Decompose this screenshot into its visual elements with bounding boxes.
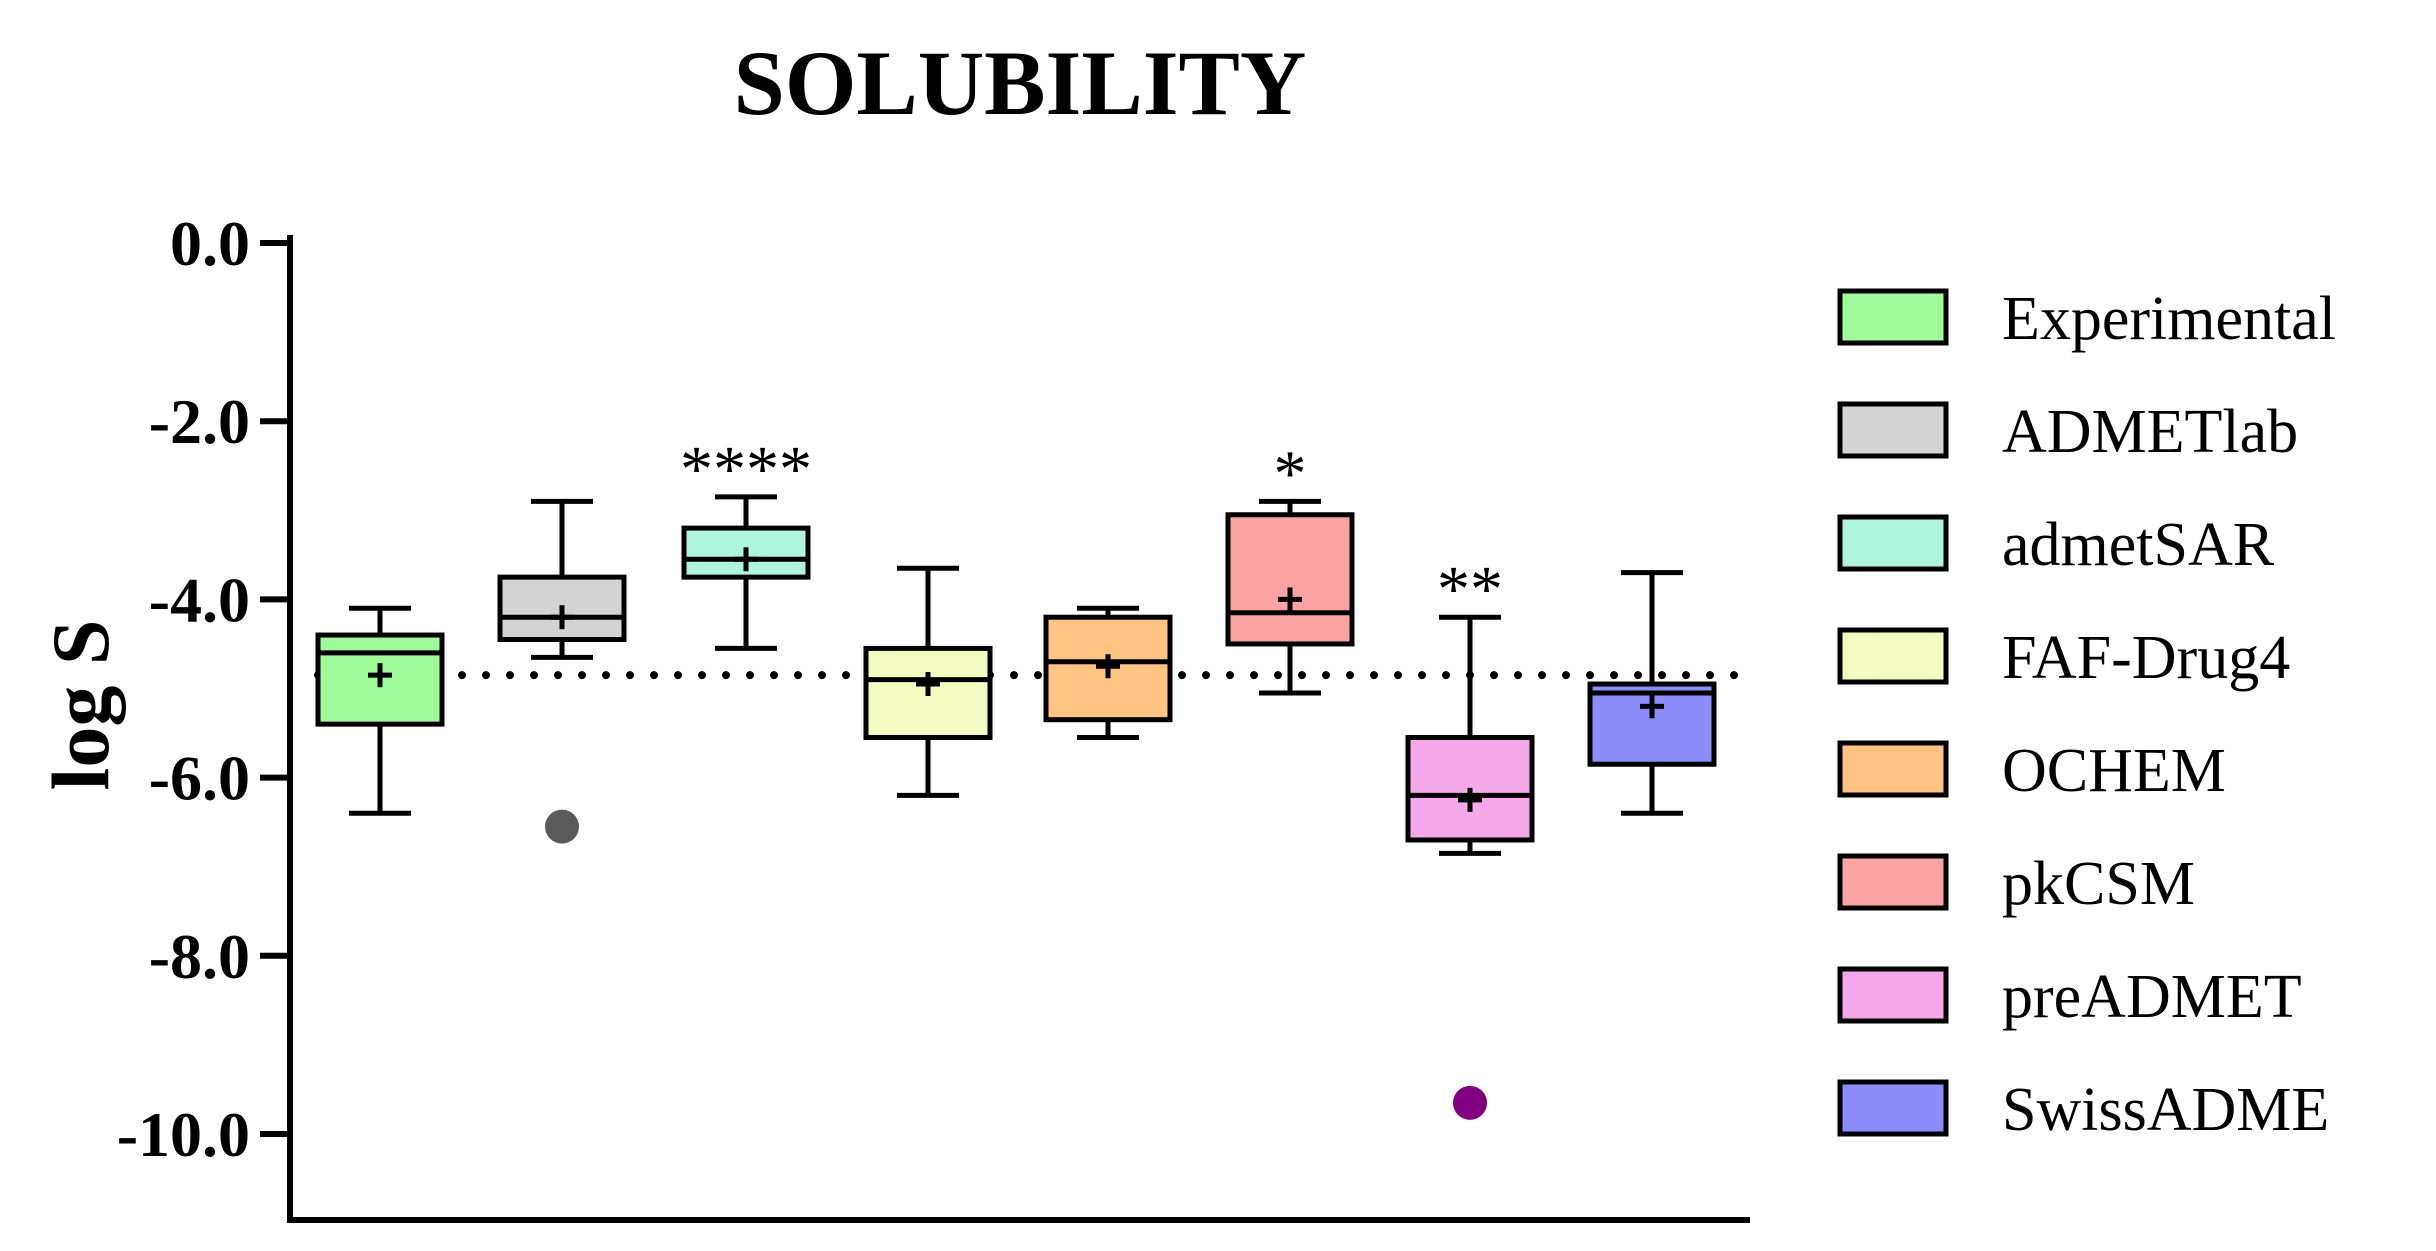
legend-label: OCHEM <box>2002 737 2226 805</box>
legend-label: SwissADME <box>2002 1076 2329 1144</box>
significance-label: * <box>1274 437 1307 510</box>
legend-item: SwissADME <box>1837 1076 2329 1144</box>
axes: 0.0 -2.0 -4.0 -6.0 -8.0 -10.0 <box>117 208 1750 1223</box>
box-iqr <box>1225 512 1355 647</box>
legend-swatch <box>1837 401 1949 459</box>
legend-label: preADMET <box>2002 963 2302 1031</box>
legend-swatch <box>1837 853 1949 911</box>
y-tick-label: -10.0 <box>117 1099 250 1170</box>
box-experimental <box>315 605 445 816</box>
legend-item: ADMETlab <box>1837 398 2298 466</box>
box-iqr <box>863 645 993 741</box>
box-preadmet: ** <box>1405 553 1535 1120</box>
legend-item: preADMET <box>1837 963 2302 1031</box>
y-tick-label: -6.0 <box>149 743 250 814</box>
box-admetsar: **** <box>680 433 812 651</box>
legend-item: pkCSM <box>1837 850 2195 918</box>
legend-label: FAF-Drug4 <box>2002 624 2290 692</box>
outlier-point <box>1453 1085 1487 1120</box>
legend-swatch <box>1837 1079 1949 1137</box>
legend-item: OCHEM <box>1837 737 2226 805</box>
legend-label: admetSAR <box>2002 511 2275 579</box>
legend-swatch <box>1837 514 1949 572</box>
legend-item: admetSAR <box>1837 511 2275 579</box>
legend-swatch <box>1837 740 1949 798</box>
y-tick-label: -8.0 <box>149 921 250 992</box>
y-tick-label: 0.0 <box>170 208 250 279</box>
legend-label: Experimental <box>2002 285 2336 353</box>
box-pkcsm: * <box>1225 437 1355 696</box>
box-swissadme <box>1587 570 1717 816</box>
y-tick-label: -4.0 <box>149 564 250 635</box>
box-plots: **** *** <box>315 433 1717 1120</box>
box-ochem <box>1043 605 1173 741</box>
legend-label: ADMETlab <box>2002 398 2298 466</box>
y-tick-label: -2.0 <box>149 386 250 457</box>
chart-title: SOLUBILITY <box>734 32 1307 134</box>
legend-item: Experimental <box>1837 285 2336 353</box>
box-iqr <box>315 632 445 727</box>
legend-swatch <box>1837 966 1949 1024</box>
legend-label: pkCSM <box>2002 850 2195 918</box>
box-faf-drug4 <box>863 565 993 798</box>
legend-item: FAF-Drug4 <box>1837 624 2290 692</box>
legend-swatch <box>1837 288 1949 346</box>
box-admetlab <box>497 498 627 844</box>
legend-swatch <box>1837 627 1949 685</box>
significance-label: **** <box>680 433 812 506</box>
legend: Experimental ADMETlab admetSAR FAF-Drug4 OCH… <box>1837 285 2336 1144</box>
significance-label: ** <box>1437 553 1503 626</box>
box-iqr <box>1405 735 1535 843</box>
outlier-point <box>545 809 579 844</box>
y-axis-label: log S <box>35 620 126 791</box>
